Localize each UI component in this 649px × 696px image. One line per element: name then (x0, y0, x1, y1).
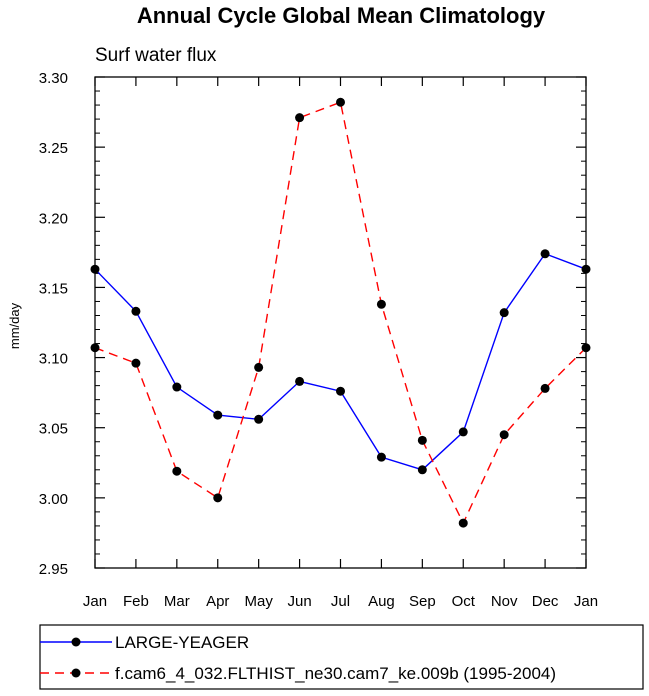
series-2-point (336, 97, 345, 107)
y-tick-label: 3.30 (39, 70, 68, 87)
series-2-point (90, 343, 100, 353)
y-tick-label: 3.00 (39, 491, 68, 508)
series-2-point (131, 358, 141, 368)
x-tick-label: Jun (287, 593, 311, 610)
series-1-point (458, 427, 468, 437)
legend-box (39, 624, 644, 690)
series-1-point (213, 410, 223, 420)
series-1-point (581, 264, 591, 274)
y-tick-label: 3.15 (39, 280, 68, 297)
plot-frame (94, 76, 587, 569)
x-tick-label: Jan (83, 593, 107, 610)
series-1-point (254, 414, 264, 424)
series-1-point (295, 376, 305, 386)
series-2-point (540, 383, 550, 393)
x-tick-label: Apr (206, 593, 229, 610)
series-1-point (131, 306, 141, 316)
y-tick-label: 2.95 (39, 561, 68, 578)
series-1-point (499, 308, 509, 318)
x-tick-label: Aug (368, 593, 395, 610)
series-2-point (213, 493, 223, 503)
x-tick-label: Jul (331, 593, 350, 610)
legend-marker-1 (71, 637, 81, 647)
x-tick-label: Mar (164, 593, 190, 610)
series-line-2 (94, 101, 587, 525)
y-tick-label: 3.25 (39, 140, 68, 157)
y-tick-label: 3.05 (39, 421, 68, 438)
series-2-point (581, 343, 591, 353)
x-tick-label: Sep (409, 593, 436, 610)
legend-marker-2 (71, 668, 81, 678)
y-tick-label: 3.20 (39, 210, 68, 227)
x-tick-label: Dec (532, 593, 559, 610)
series-2-point (254, 362, 264, 372)
x-tick-label: May (244, 593, 273, 610)
series-2-point (295, 113, 305, 123)
x-tick-label: Feb (123, 593, 149, 610)
series-1-point (540, 249, 550, 259)
series-2-point (499, 430, 509, 440)
legend-label-1: LARGE-YEAGER (115, 633, 249, 652)
y-tick-label: 3.10 (39, 351, 68, 368)
series-1-point (90, 264, 100, 274)
series-1-point (376, 452, 386, 462)
x-tick-label: Jan (574, 593, 598, 610)
series-line-1 (94, 252, 587, 471)
legend: LARGE-YEAGER f.cam6_4_032.FLTHIST_ne30.ca… (39, 624, 644, 690)
legend-label-2: f.cam6_4_032.FLTHIST_ne30.cam7_ke.009b (… (115, 664, 556, 683)
series-2-point (172, 466, 182, 476)
series-1-point (417, 465, 427, 475)
series-2-point (417, 435, 427, 445)
x-tick-label: Nov (491, 593, 518, 610)
y-axis-label: mm/day (7, 302, 22, 349)
series-1-point (172, 382, 182, 392)
chart-title: Annual Cycle Global Mean Climatology (137, 3, 546, 28)
series-2-point (458, 518, 468, 528)
series-2-point (376, 299, 386, 309)
x-tick-label: Oct (452, 593, 476, 610)
chart-subtitle: Surf water flux (95, 45, 217, 66)
series-1-point (336, 386, 345, 396)
